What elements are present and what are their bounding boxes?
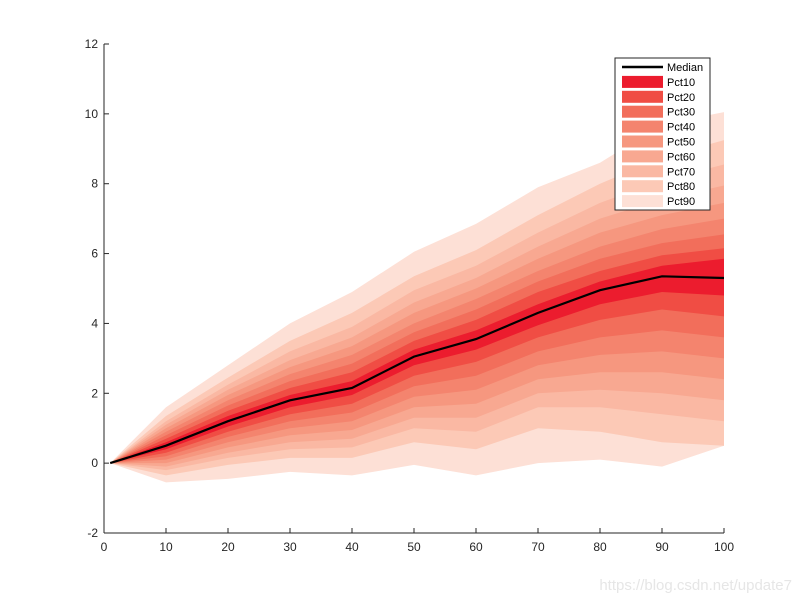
legend-swatch-pct10 <box>622 75 663 88</box>
band-pct10 <box>110 258 724 464</box>
y-tick-label: -2 <box>87 526 98 540</box>
y-tick-label: 2 <box>91 386 98 400</box>
legend-label-median: Median <box>667 62 703 74</box>
y-ticks: -2 0 2 4 6 8 10 12 <box>85 37 109 540</box>
median-line <box>109 275 725 465</box>
legend-swatch-pct80 <box>622 180 663 193</box>
legend-label-pct70: Pct70 <box>667 166 695 178</box>
legend-label-pct60: Pct60 <box>667 151 695 163</box>
legend-label-pct30: Pct30 <box>667 107 695 119</box>
y-tick-label: 10 <box>85 107 99 121</box>
legend: Median Pct10 Pct20 Pct30 Pct40 Pct50 Pct60 Pct7… <box>614 57 711 211</box>
y-tick-label: 4 <box>91 316 98 330</box>
y-tick-label: 0 <box>91 456 98 470</box>
legend-label-pct10: Pct10 <box>667 77 695 89</box>
legend-label-pct80: Pct80 <box>667 181 695 193</box>
legend-label-pct90: Pct90 <box>667 196 695 208</box>
x-tick-label: 100 <box>714 540 734 554</box>
legend-swatch-pct50 <box>622 135 663 148</box>
x-tick-label: 60 <box>469 540 483 554</box>
x-tick-label: 50 <box>407 540 421 554</box>
legend-swatch-pct40 <box>622 120 663 133</box>
legend-swatch-pct60 <box>622 150 663 163</box>
watermark: https://blog.csdn.net/update7 <box>599 577 792 594</box>
x-tick-label: 30 <box>283 540 297 554</box>
legend-swatch-pct30 <box>622 105 663 118</box>
legend-label-pct50: Pct50 <box>667 137 695 149</box>
x-tick-label: 20 <box>221 540 235 554</box>
y-tick-label: 12 <box>85 37 99 51</box>
x-ticks: 0 10 20 30 40 50 60 70 80 90 100 <box>101 528 734 554</box>
x-tick-label: 90 <box>655 540 669 554</box>
legend-swatch-pct20 <box>622 90 663 103</box>
x-tick-label: 80 <box>593 540 607 554</box>
legend-swatch-pct90 <box>622 195 663 208</box>
x-tick-label: 40 <box>345 540 359 554</box>
x-tick-label: 0 <box>101 540 108 554</box>
y-tick-label: 6 <box>91 247 98 261</box>
legend-label-pct40: Pct40 <box>667 122 695 134</box>
legend-swatch-pct70 <box>622 165 663 178</box>
legend-label-pct20: Pct20 <box>667 92 695 104</box>
x-tick-label: 10 <box>159 540 173 554</box>
y-tick-label: 8 <box>91 177 98 191</box>
x-tick-label: 70 <box>531 540 545 554</box>
